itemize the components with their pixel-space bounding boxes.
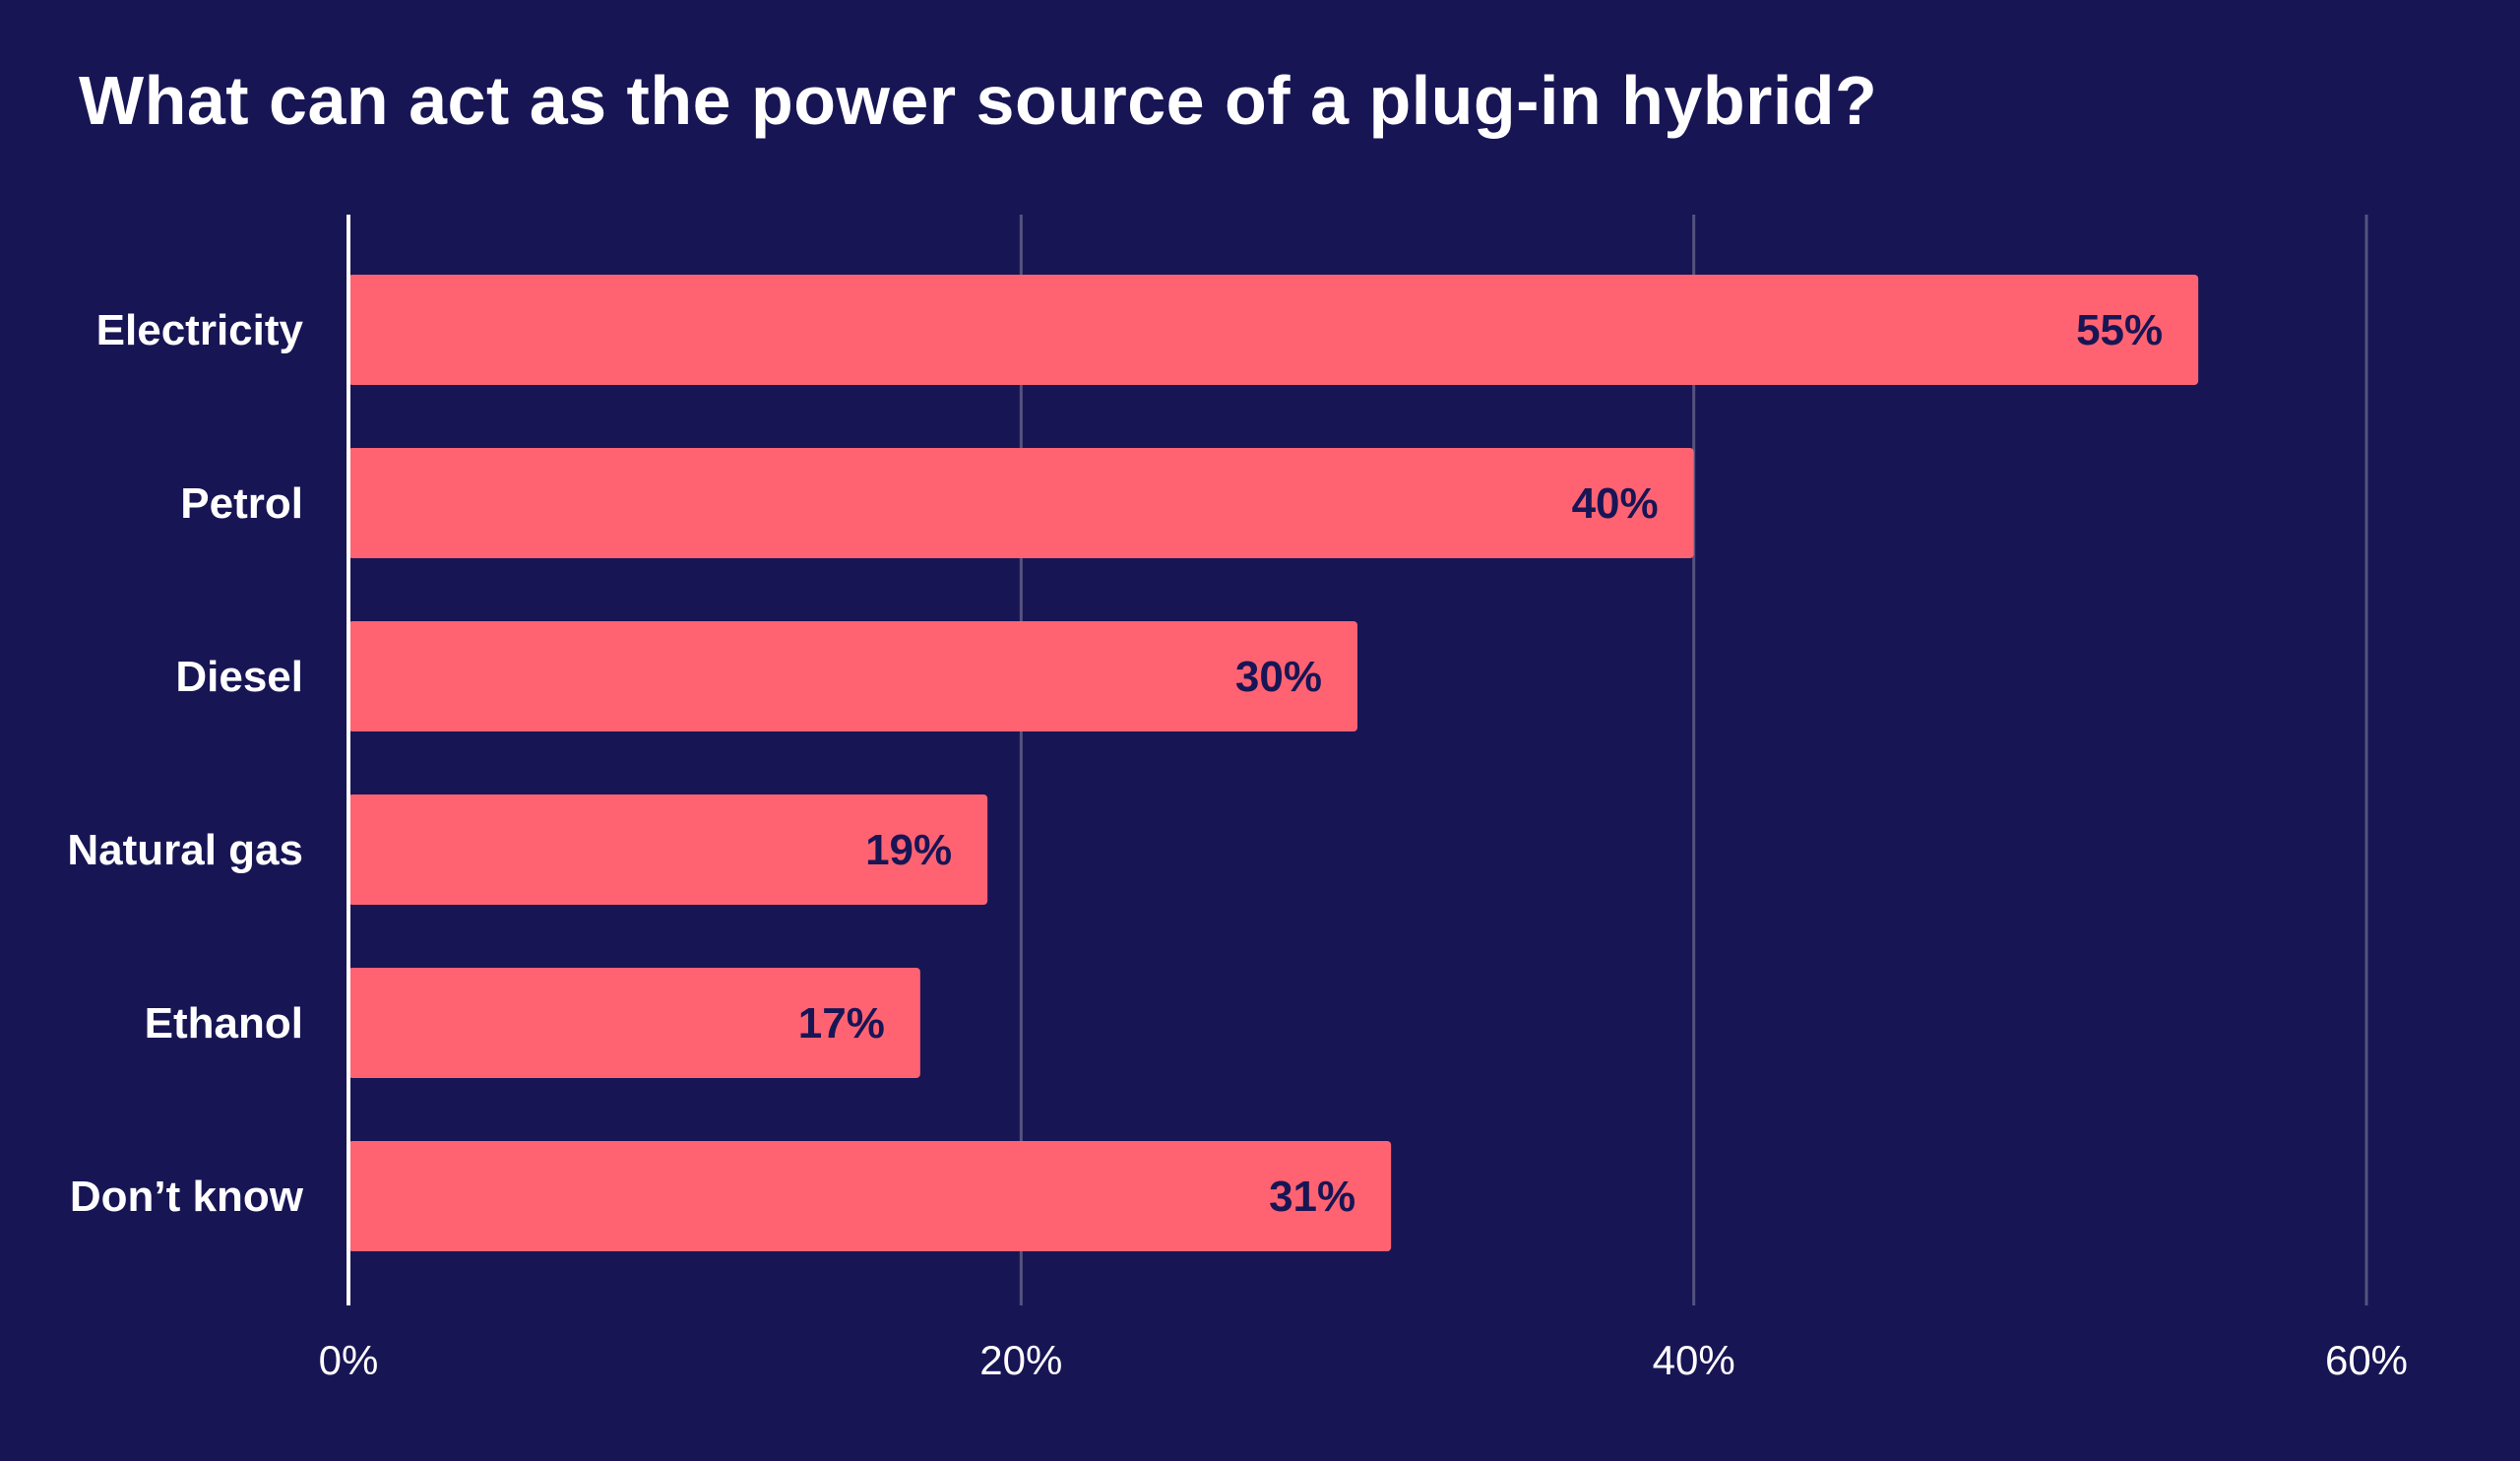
category-label-0: Electricity <box>96 306 304 354</box>
value-label-4: 17% <box>798 999 885 1048</box>
category-label-1: Petrol <box>180 479 303 528</box>
bar-3 <box>348 794 988 905</box>
bar-2 <box>348 621 1357 731</box>
gridlines <box>1019 215 2368 1305</box>
value-label-5: 31% <box>1269 1173 1355 1221</box>
value-label-1: 40% <box>1572 479 1659 528</box>
x-tick-label-60: 60% <box>2325 1337 2408 1383</box>
category-label-4: Ethanol <box>145 999 303 1048</box>
bar-1 <box>348 448 1694 558</box>
chart-title: What can act as the power source of a pl… <box>79 62 1878 139</box>
x-tick-label-0: 0% <box>319 1337 379 1383</box>
category-labels: Electricity Petrol Diesel Natural gas Ethano… <box>67 306 303 1221</box>
bar-4 <box>348 968 920 1078</box>
bar-0 <box>348 275 2199 385</box>
bar-5 <box>348 1141 1392 1251</box>
value-label-2: 30% <box>1235 653 1322 701</box>
value-labels: 55% 40% 30% 19% 17% 31% <box>798 306 2163 1221</box>
value-label-3: 19% <box>865 826 952 874</box>
x-tick-label-20: 20% <box>979 1337 1062 1383</box>
category-label-5: Don’t know <box>70 1173 304 1221</box>
x-tick-label-40: 40% <box>1653 1337 1735 1383</box>
category-label-2: Diesel <box>175 653 303 701</box>
bars <box>348 275 2199 1251</box>
category-label-3: Natural gas <box>67 826 303 874</box>
x-tick-labels: 0% 20% 40% 60% <box>319 1337 2408 1383</box>
value-label-0: 55% <box>2076 306 2163 354</box>
